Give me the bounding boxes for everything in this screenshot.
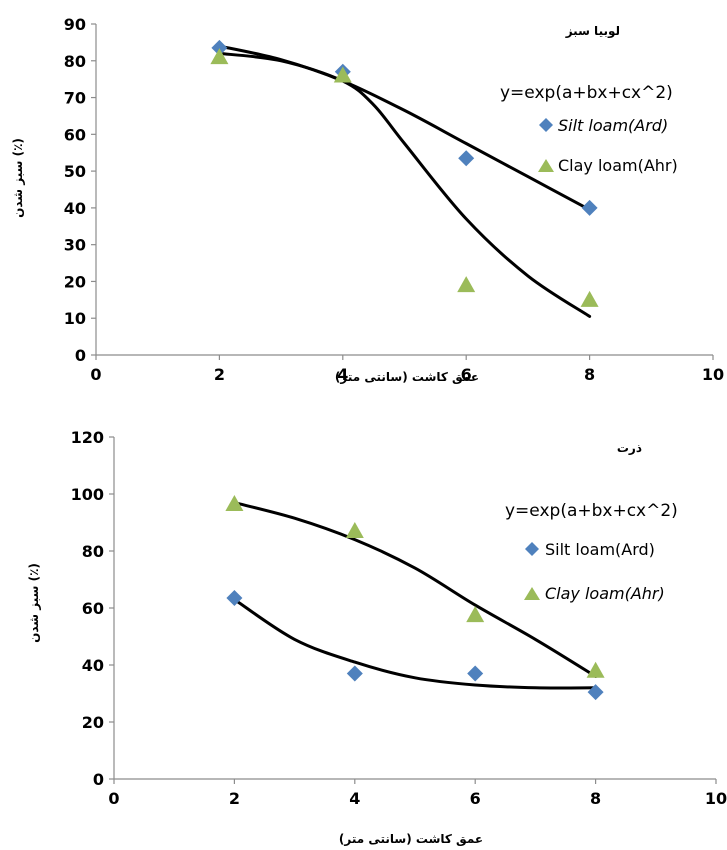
legend-label: Silt loam(Ard): [558, 116, 668, 135]
data-point-series-1: [458, 150, 475, 167]
legend-diamond-marker: [539, 118, 553, 132]
x-tick-label: 8: [584, 365, 595, 384]
data-point-series-1: [587, 684, 604, 701]
legend-triangle-marker: [524, 587, 540, 600]
legend-label: Silt loam(Ard): [545, 540, 655, 559]
data-point-series-1: [346, 665, 363, 682]
data-point-series-2: [345, 522, 364, 539]
legend-item-clay-loam: Clay loam(Ahr): [524, 584, 665, 603]
y-tick-label: 10: [64, 309, 86, 328]
fit-curve-series-2: [217, 51, 592, 318]
legend-item-silt-loam: Silt loam(Ard): [525, 540, 655, 559]
x-tick-label: 6: [470, 789, 481, 808]
fit-curve-series-1: [217, 44, 592, 212]
equation-label: y=exp(a+bx+cx^2): [505, 501, 678, 521]
x-tick-label: 6: [461, 365, 472, 384]
x-tick-label: 2: [229, 789, 240, 808]
y-tick-label: 60: [64, 125, 86, 144]
y-tick-label: 120: [71, 428, 104, 447]
x-tick-label: 10: [705, 789, 727, 808]
legend-label: Clay loam(Ahr): [545, 584, 665, 603]
x-tick-label: 0: [90, 365, 101, 384]
x-tick-label: 2: [214, 365, 225, 384]
y-tick-label: 40: [82, 656, 104, 675]
x-tick-label: 8: [590, 789, 601, 808]
chart-title: ذرت: [617, 441, 642, 455]
legend-triangle-marker: [538, 159, 554, 172]
data-point-series-2: [580, 290, 599, 307]
chart-green-bean: لوبیا سبز y=exp(a+bx+cx^2) عمق کاشت (سان…: [11, 15, 724, 384]
y-tick-label: 60: [82, 599, 104, 618]
legend-diamond-marker: [525, 542, 539, 556]
y-tick-label: 100: [71, 485, 104, 504]
y-axis-title: سبز شدن (٪): [27, 563, 41, 643]
y-tick-label: 70: [64, 89, 86, 108]
fit-curve-series-1: [232, 598, 598, 690]
chart-corn: ذرت y=exp(a+bx+cx^2) عمق کاشت (سانتی متر…: [27, 428, 727, 846]
y-tick-label: 0: [93, 770, 104, 789]
legend-item-silt-loam: Silt loam(Ard): [539, 116, 668, 135]
x-axis-title: عمق کاشت (سانتی متر): [339, 832, 483, 846]
equation-label: y=exp(a+bx+cx^2): [500, 83, 673, 103]
x-tick-label: 0: [108, 789, 119, 808]
y-tick-label: 90: [64, 15, 86, 34]
data-point-series-2: [333, 66, 352, 83]
legend: Silt loam(Ard) Clay loam(Ahr): [524, 540, 665, 603]
data-point-series-2: [210, 48, 229, 65]
y-tick-label: 40: [64, 199, 86, 218]
x-axis-title: عمق کاشت (سانتی متر): [335, 370, 479, 384]
chart-title: لوبیا سبز: [565, 24, 620, 39]
y-tick-label: 80: [64, 52, 86, 71]
data-point-series-1: [211, 39, 228, 56]
data-point-series-2: [225, 494, 244, 511]
data-point-series-2: [457, 276, 476, 293]
data-point-series-1: [467, 665, 484, 682]
y-axis-title: سبز شدن (٪): [11, 138, 25, 218]
fit-curve-series-2: [232, 501, 598, 678]
data-point-series-1: [226, 590, 243, 607]
y-tick-label: 20: [64, 272, 86, 291]
legend-item-clay-loam: Clay loam(Ahr): [538, 156, 678, 175]
x-tick-label: 4: [349, 789, 360, 808]
data-point-series-2: [586, 661, 605, 678]
y-tick-label: 50: [64, 162, 86, 181]
y-tick-label: 20: [82, 713, 104, 732]
legend-label: Clay loam(Ahr): [558, 156, 678, 175]
legend: Silt loam(Ard) Clay loam(Ahr): [538, 116, 678, 175]
x-tick-label: 4: [337, 365, 348, 384]
y-tick-label: 30: [64, 236, 86, 255]
data-point-series-2: [466, 606, 485, 623]
y-tick-label: 80: [82, 542, 104, 561]
x-tick-label: 10: [702, 365, 724, 384]
y-tick-label: 0: [75, 346, 86, 365]
data-point-series-1: [581, 199, 598, 216]
